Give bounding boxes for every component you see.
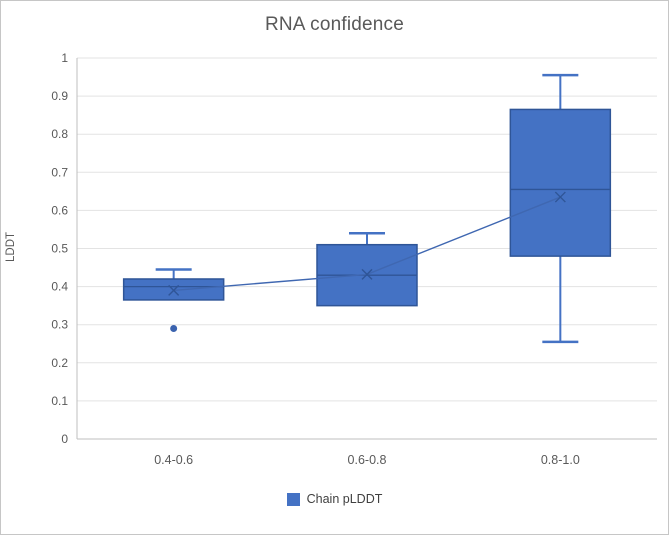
y-tick-label: 0.4 xyxy=(51,280,68,294)
y-tick-label: 1 xyxy=(61,51,68,65)
mean-marker xyxy=(361,268,373,280)
y-tick-label: 0.3 xyxy=(51,318,68,332)
x-category-label: 0.6-0.8 xyxy=(348,453,387,467)
box xyxy=(509,108,612,257)
y-tick-label: 0.6 xyxy=(51,203,68,217)
legend-swatch xyxy=(286,492,300,506)
y-tick-label: 0.8 xyxy=(51,127,68,141)
x-category-label: 0.8-1.0 xyxy=(541,453,580,467)
y-tick-label: 0.5 xyxy=(51,242,68,256)
y-tick-label: 0.1 xyxy=(51,394,68,408)
x-category-label: 0.4-0.6 xyxy=(154,453,193,467)
mean-marker xyxy=(168,284,180,296)
legend: Chain pLDDT xyxy=(1,492,668,506)
legend-label: Chain pLDDT xyxy=(306,492,383,506)
y-tick-label: 0 xyxy=(61,432,68,446)
outlier-point xyxy=(170,325,178,333)
y-tick-label: 0.7 xyxy=(51,165,68,179)
y-tick-label: 0.9 xyxy=(51,89,68,103)
y-tick-label: 0.2 xyxy=(51,356,68,370)
chart-title: RNA confidence xyxy=(264,14,405,35)
mean-marker xyxy=(554,191,566,203)
